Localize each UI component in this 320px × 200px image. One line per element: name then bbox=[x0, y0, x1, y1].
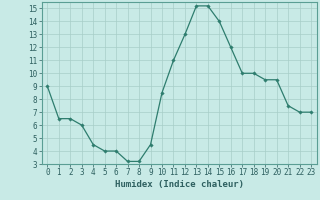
X-axis label: Humidex (Indice chaleur): Humidex (Indice chaleur) bbox=[115, 180, 244, 189]
